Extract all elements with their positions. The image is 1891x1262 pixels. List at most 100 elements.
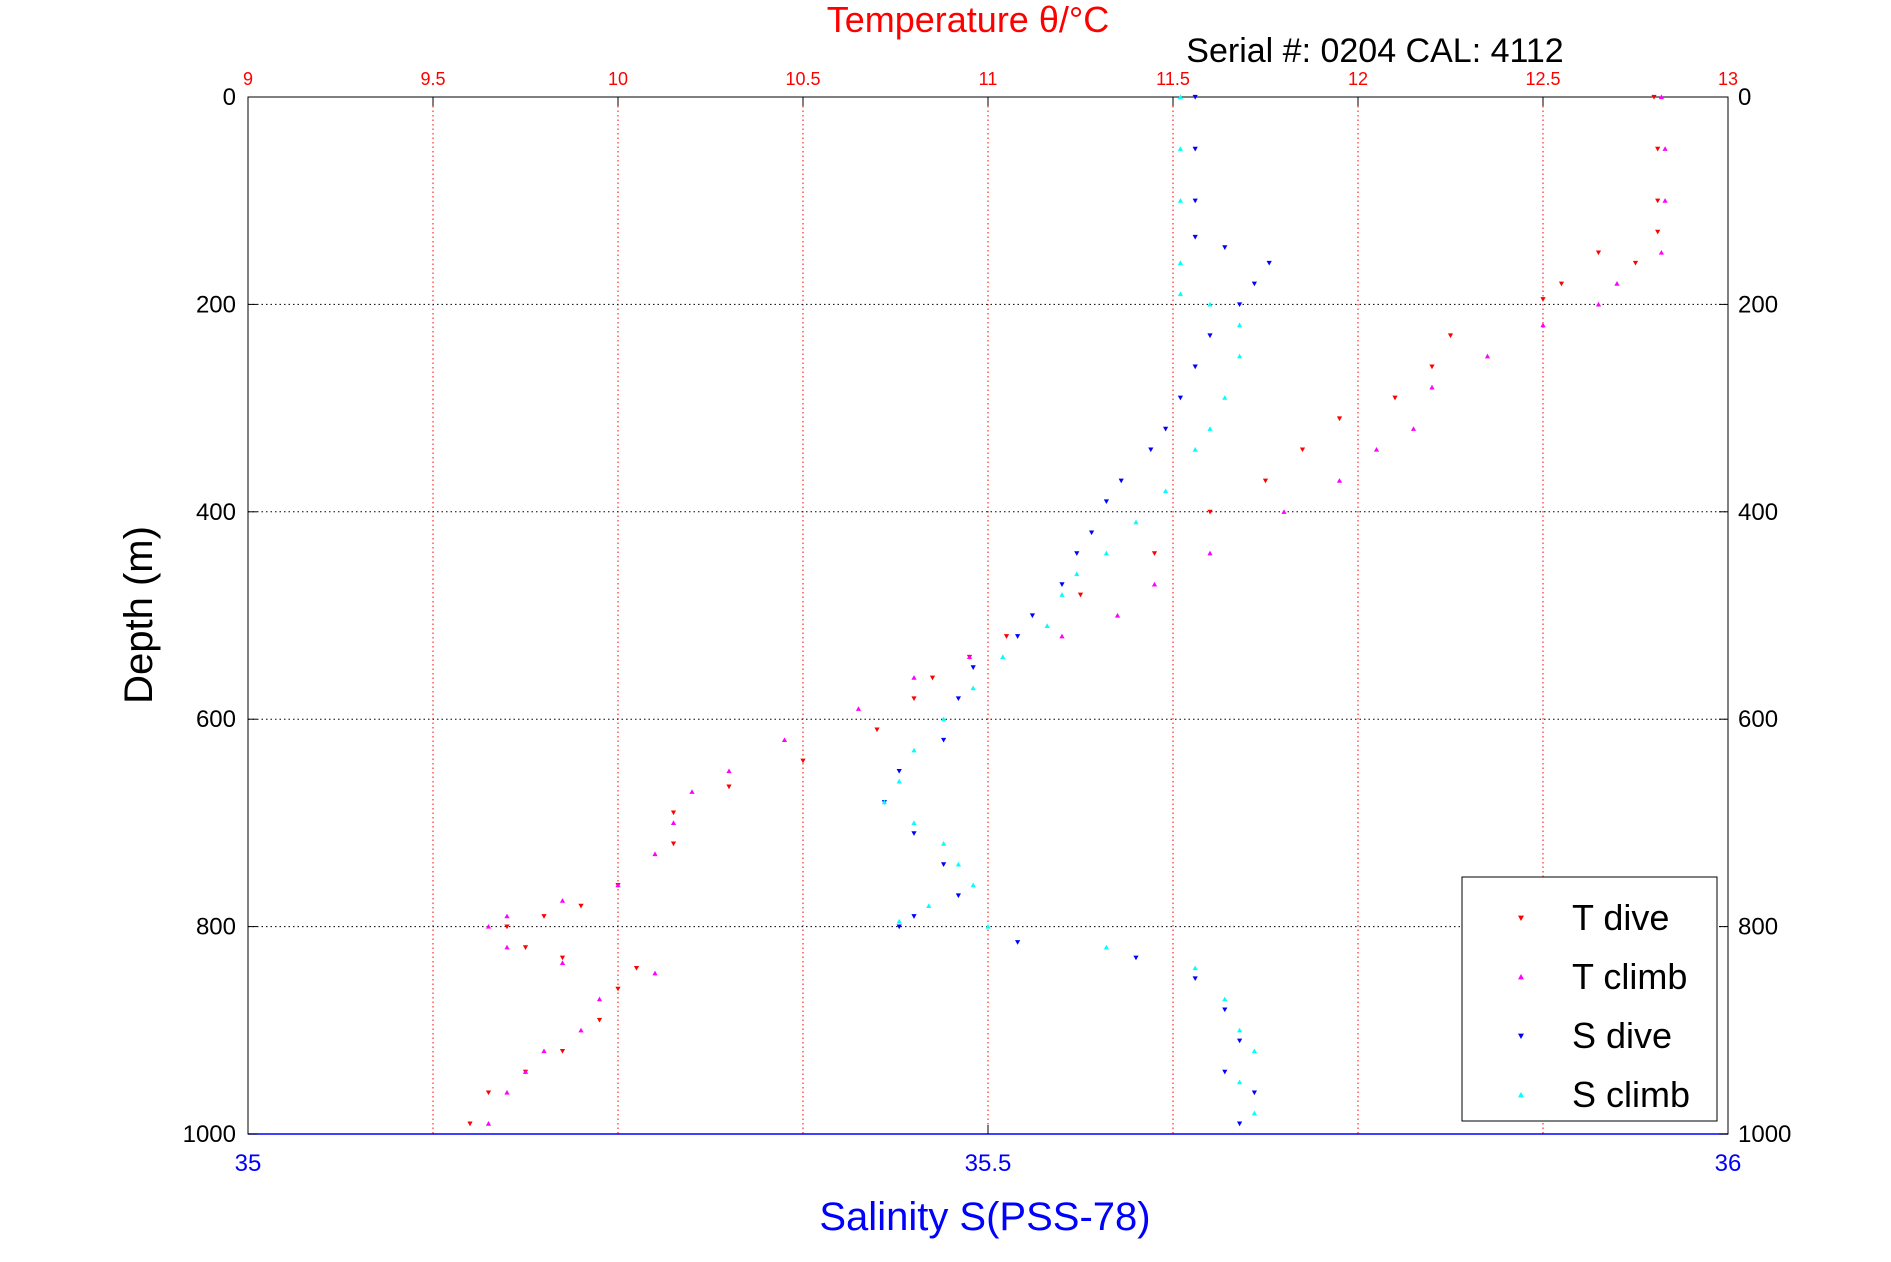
temperature-tick-label: 9.5 (420, 69, 445, 89)
temperature-tick-labels: 9 9.5 10 10.5 11 11.5 12 12.5 13 (243, 69, 1738, 106)
data-point (1429, 384, 1435, 390)
data-point (1447, 333, 1454, 339)
data-point (955, 861, 961, 867)
data-point (1177, 291, 1183, 297)
temperature-tick-label: 11.5 (1156, 69, 1190, 89)
data-point (615, 882, 621, 888)
data-point (911, 696, 917, 702)
data-point (652, 970, 658, 976)
data-point (1192, 364, 1198, 370)
temperature-tick-label: 12 (1348, 69, 1368, 89)
data-point (926, 903, 932, 908)
data-point (1658, 249, 1664, 255)
data-point (578, 903, 584, 909)
legend-label: S climb (1572, 1074, 1690, 1115)
data-point (1177, 146, 1183, 151)
data-point (1392, 395, 1398, 401)
data-point (596, 1017, 603, 1023)
data-point (1237, 353, 1243, 359)
depth-tick-label-right: 1000 (1738, 1121, 1791, 1148)
data-point (1251, 1090, 1257, 1096)
chart-subtitle: Serial #: 0204 CAL: 4112 (1186, 32, 1563, 70)
data-point (1133, 519, 1139, 525)
data-point (1029, 613, 1035, 619)
depth-tick-label-right: 0 (1738, 84, 1751, 111)
data-point (1237, 1121, 1243, 1127)
depth-tick-labels-left: 0 200 400 600 800 1000 (183, 84, 257, 1148)
data-point (1207, 426, 1213, 431)
data-point (1059, 582, 1065, 587)
x-axis-label: Salinity S(PSS-78) (819, 1195, 1150, 1239)
series-s-climb (881, 94, 1257, 1116)
data-point (1655, 229, 1661, 235)
depth-tick-label-right: 600 (1738, 706, 1778, 733)
data-point (615, 986, 621, 992)
data-point (1148, 447, 1154, 453)
data-point (1540, 322, 1546, 328)
data-point (522, 1069, 529, 1074)
data-point (941, 862, 947, 867)
data-point (689, 789, 695, 794)
data-point (966, 654, 973, 660)
data-point (1222, 245, 1228, 250)
data-point (941, 737, 947, 743)
data-point (1003, 634, 1010, 639)
data-point (1103, 550, 1109, 556)
data-point (1151, 581, 1158, 587)
data-point (467, 1121, 473, 1127)
legend-box (1461, 876, 1718, 1122)
data-point (1207, 509, 1213, 515)
data-point (1103, 944, 1109, 950)
legend-marker (1518, 1092, 1524, 1098)
data-point (800, 758, 806, 764)
data-point (1651, 94, 1657, 100)
depth-tick-label-right: 200 (1738, 291, 1778, 318)
data-point (896, 768, 902, 774)
data-point (1177, 260, 1183, 265)
data-point (504, 1089, 510, 1095)
data-point (485, 1090, 492, 1096)
data-point (1655, 146, 1661, 152)
data-point (485, 924, 492, 929)
data-point (955, 893, 961, 899)
depth-tick-label-right: 800 (1738, 914, 1778, 941)
data-point (1662, 198, 1668, 203)
data-point (855, 706, 862, 711)
data-point (1595, 301, 1602, 307)
data-point (1373, 446, 1380, 452)
data-point (1077, 592, 1084, 598)
data-point (1000, 654, 1006, 660)
series-s-dive (881, 94, 1272, 1127)
data-point (1192, 146, 1198, 152)
data-point (504, 913, 510, 919)
data-point (911, 831, 917, 836)
legend-marker (1518, 974, 1524, 980)
data-point (1237, 302, 1243, 307)
data-point (1059, 633, 1065, 639)
data-point (1222, 996, 1228, 1002)
data-point (970, 665, 976, 670)
temperature-tick-label: 11 (979, 69, 998, 89)
data-point (1299, 447, 1306, 453)
data-point (1237, 1027, 1243, 1033)
data-point (1429, 364, 1435, 370)
data-point (911, 675, 917, 680)
temperature-tick-label: 9 (243, 69, 253, 89)
data-point (1177, 198, 1183, 203)
data-point (970, 882, 976, 888)
data-point (1089, 530, 1095, 536)
data-point (1558, 281, 1565, 287)
data-point (1192, 94, 1198, 100)
data-point (670, 810, 677, 816)
data-point (941, 716, 947, 722)
data-point (1192, 446, 1198, 452)
data-point (559, 898, 566, 903)
data-point (1281, 509, 1287, 514)
data-point (1015, 940, 1021, 945)
data-point (522, 945, 529, 950)
data-point (1237, 1079, 1243, 1085)
legend-marker (1518, 1033, 1524, 1039)
data-point (559, 960, 566, 965)
data-point (485, 1121, 492, 1126)
data-point (1336, 416, 1343, 422)
